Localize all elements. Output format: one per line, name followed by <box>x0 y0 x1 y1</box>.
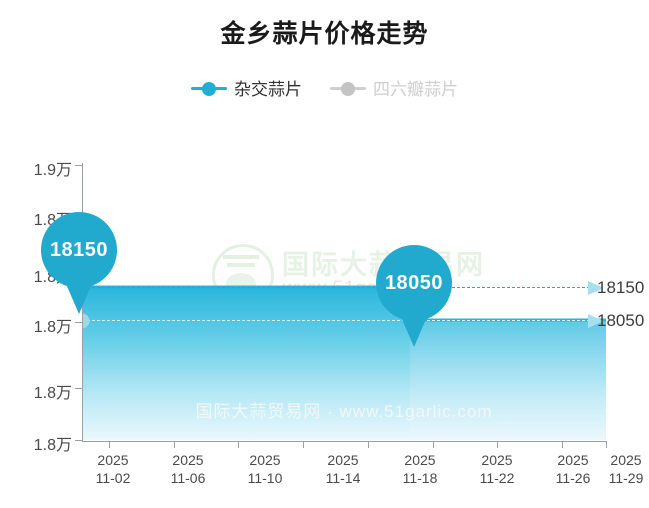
plot-clip: 国际大蒜贸易网 · www.51garlic.com <box>82 165 606 440</box>
x-axis-tick <box>562 441 563 448</box>
x-axis-label: 2025 11-26 <box>555 452 591 486</box>
x-axis-label: 2025 11-22 <box>479 452 515 486</box>
x-axis-tick <box>238 441 239 448</box>
y-axis-tick <box>75 322 82 323</box>
x-axis-label: 2025 11-29 <box>608 452 644 486</box>
y-axis-tick <box>75 388 82 389</box>
x-axis-tick <box>109 441 110 448</box>
legend-marker-icon <box>191 80 227 96</box>
x-axis-tick <box>174 441 175 448</box>
y-axis-label: 1.8万 <box>33 319 72 336</box>
markline-label-18050: 18050 <box>597 311 645 330</box>
legend-marker-icon <box>330 80 366 96</box>
series-area-fill <box>82 287 606 440</box>
markline-label-18150: 18150 <box>597 278 645 297</box>
series-line-hybrid <box>82 285 606 322</box>
legend-item-four-six[interactable]: 四六瓣蒜片 <box>330 75 458 100</box>
x-axis-label: 2025 11-18 <box>402 452 438 486</box>
legend-item-hybrid[interactable]: 杂交蒜片 <box>191 75 302 100</box>
chart-legend: 杂交蒜片 四六瓣蒜片 <box>0 75 649 100</box>
chart-title: 金乡蒜片价格走势 <box>220 20 429 48</box>
x-axis-label: 2025 11-06 <box>170 452 206 486</box>
y-axis-label: 1.8万 <box>33 437 72 454</box>
x-axis-line <box>82 441 607 442</box>
x-axis-label: 2025 11-10 <box>247 452 283 486</box>
x-axis-tick <box>497 441 498 448</box>
y-axis-tick <box>75 165 82 166</box>
y-axis-label: 1.9万 <box>33 162 72 179</box>
x-axis-tick <box>368 441 369 448</box>
x-axis-label: 2025 11-02 <box>95 452 131 486</box>
data-point[interactable] <box>82 313 90 329</box>
legend-label-four-six: 四六瓣蒜片 <box>373 80 458 99</box>
legend-label-hybrid: 杂交蒜片 <box>234 80 302 99</box>
y-axis-tick <box>75 440 82 441</box>
x-axis-tick <box>606 441 607 448</box>
x-axis-label: 2025 11-14 <box>325 452 361 486</box>
x-axis-tick <box>303 441 304 448</box>
y-axis-label: 1.8万 <box>33 385 72 402</box>
tooltip-pin-18050[interactable]: 18050 <box>376 245 452 321</box>
tooltip-value: 18050 <box>384 271 444 294</box>
tooltip-value: 18150 <box>49 238 109 261</box>
x-axis-tick <box>433 441 434 448</box>
plot-area: 国际大蒜贸易网 www.51garlic.com <box>82 165 606 440</box>
tooltip-pin-18150[interactable]: 18150 <box>41 212 117 288</box>
